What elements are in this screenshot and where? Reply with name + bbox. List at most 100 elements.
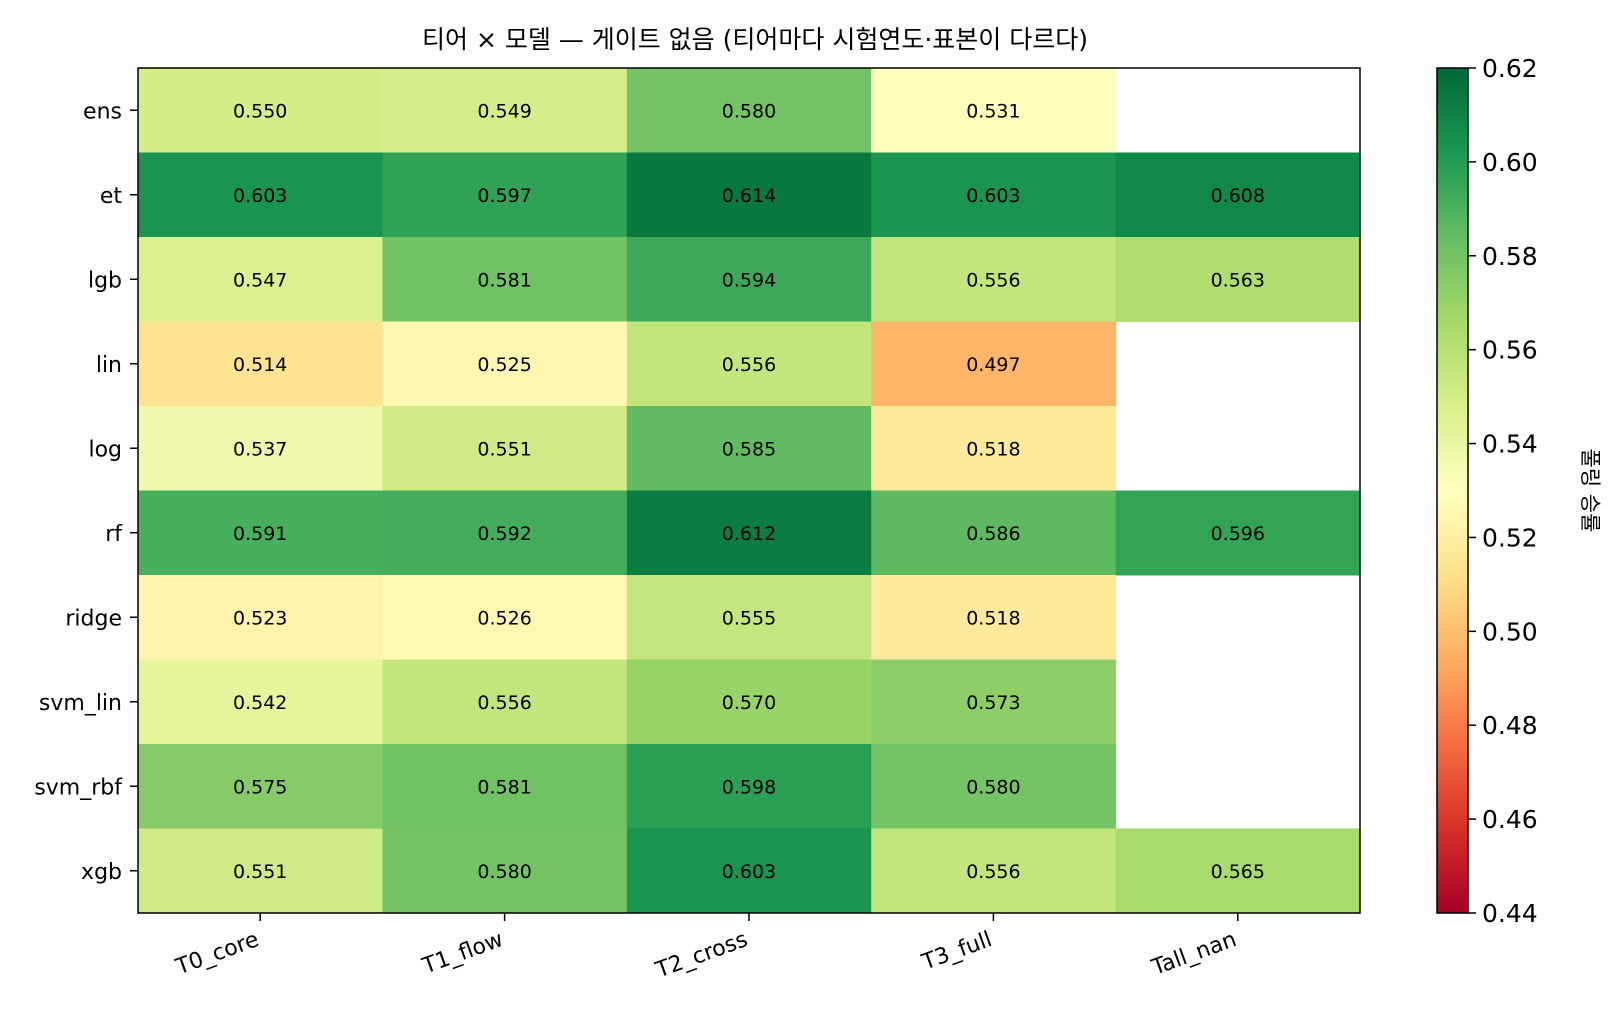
colorbar-tick-label: 0.50	[1482, 617, 1538, 646]
cell-value-label: 0.598	[722, 776, 776, 798]
y-tick-label: lin	[96, 353, 122, 378]
heatmap-cell	[626, 321, 872, 407]
cell-value-label: 0.575	[233, 776, 287, 798]
cell-value-label: 0.586	[966, 523, 1020, 545]
x-tick-label: T2_cross	[652, 927, 751, 983]
cell-value-label: 0.549	[477, 100, 531, 122]
y-tick-label: svm_rbf	[34, 775, 123, 800]
colorbar-tick-label: 0.54	[1482, 430, 1538, 459]
heatmap-cell	[626, 406, 872, 491]
heatmap-cell	[382, 237, 628, 322]
cell-value-label: 0.551	[233, 861, 287, 883]
cell-value-label: 0.573	[966, 692, 1020, 714]
y-tick-label: ens	[83, 99, 122, 124]
heatmap-cell	[871, 828, 1117, 914]
heatmap-cell	[871, 152, 1117, 238]
heatmap-cell	[626, 744, 872, 829]
cell-value-label: 0.603	[966, 185, 1020, 207]
chart-title: 티어 × 모델 — 게이트 없음 (티어마다 시험연도·표본이 다르다)	[422, 25, 1088, 54]
cell-value-label: 0.603	[722, 861, 776, 883]
heatmap-cell-labels: 0.550 0.549 0.580 0.531 0.603 0.597 0.614 0.603…	[233, 100, 1265, 883]
colorbar-tick-label: 0.56	[1482, 336, 1538, 365]
cell-value-label: 0.603	[233, 185, 287, 207]
heatmap-cell	[138, 237, 383, 322]
cell-value-label: 0.614	[722, 185, 776, 207]
cell-value-label: 0.594	[722, 269, 776, 291]
cell-value-label: 0.555	[722, 607, 776, 629]
heatmap-cell	[138, 828, 383, 914]
heatmap-cell	[626, 659, 872, 745]
heatmap-cells	[138, 68, 1361, 914]
colorbar-tick-label: 0.44	[1482, 899, 1538, 928]
heatmap-cell	[871, 744, 1117, 829]
x-tick-label: T0_core	[172, 927, 262, 980]
heatmap-cell	[871, 575, 1117, 660]
heatmap-cell	[138, 152, 383, 238]
cell-value-label: 0.550	[233, 100, 287, 122]
heatmap-cell	[871, 237, 1117, 322]
cell-value-label: 0.597	[477, 185, 531, 207]
cell-value-label: 0.525	[477, 354, 531, 376]
cell-value-label: 0.585	[722, 438, 776, 460]
x-tick-label: T3_full	[918, 927, 995, 976]
cell-value-label: 0.570	[722, 692, 776, 714]
cell-value-label: 0.556	[966, 861, 1020, 883]
heatmap-cell	[138, 575, 383, 660]
y-tick-label: ridge	[65, 606, 122, 631]
colorbar-tick-label: 0.62	[1482, 54, 1538, 83]
heatmap-cell	[138, 659, 383, 745]
heatmap-cell	[382, 828, 628, 914]
cell-value-label: 0.581	[477, 776, 531, 798]
x-tick-label: Tall_nan	[1148, 927, 1240, 981]
cell-value-label: 0.542	[233, 692, 287, 714]
colorbar-tick-label: 0.60	[1482, 148, 1538, 177]
heatmap-cell	[138, 744, 383, 829]
x-axis: T0_core T1_flow T2_cross T3_full Tall_nan	[172, 913, 1240, 984]
heatmap-cell	[626, 490, 872, 576]
colorbar-tick-label: 0.58	[1482, 242, 1538, 271]
colorbar-tick-label: 0.48	[1482, 711, 1538, 740]
heatmap-cell	[382, 744, 628, 829]
y-tick-label: svm_lin	[39, 691, 122, 716]
cell-value-label: 0.551	[477, 438, 531, 460]
heatmap-cell	[382, 406, 628, 491]
colorbar-label: 풀링 승률	[1578, 449, 1602, 533]
heatmap-cell	[1115, 237, 1361, 322]
cell-value-label: 0.523	[233, 607, 287, 629]
colorbar-tick-label: 0.52	[1482, 523, 1538, 552]
cell-value-label: 0.580	[966, 776, 1020, 798]
heatmap-cell	[1115, 490, 1361, 576]
cell-value-label: 0.556	[966, 269, 1020, 291]
heatmap-cell	[138, 68, 383, 153]
cell-value-label: 0.526	[477, 607, 531, 629]
heatmap-cell	[626, 575, 872, 660]
cell-value-label: 0.591	[233, 523, 287, 545]
heatmap-cell	[626, 237, 872, 322]
cell-value-label: 0.556	[722, 354, 776, 376]
colorbar	[1436, 67, 1469, 914]
cell-value-label: 0.531	[966, 100, 1020, 122]
heatmap-cell	[382, 321, 628, 407]
cell-value-label: 0.612	[722, 523, 776, 545]
cell-value-label: 0.580	[722, 100, 776, 122]
cell-value-label: 0.556	[477, 692, 531, 714]
colorbar-axis: 0.44 0.46 0.48 0.50 0.52 0.54 0.56 0.58 0.60 0.62	[1468, 54, 1538, 928]
cell-value-label: 0.537	[233, 438, 287, 460]
x-tick-label: T1_flow	[418, 927, 506, 979]
cell-value-label: 0.596	[1211, 523, 1265, 545]
cell-value-label: 0.547	[233, 269, 287, 291]
heatmap-cell	[626, 828, 872, 914]
cell-value-label: 0.518	[966, 607, 1020, 629]
heatmap-cell	[871, 659, 1117, 745]
heatmap-cell	[871, 406, 1117, 491]
heatmap-cell	[382, 490, 628, 576]
heatmap-cell	[382, 68, 628, 153]
heatmap-cell	[382, 659, 628, 745]
heatmap-cell	[138, 490, 383, 576]
cell-value-label: 0.518	[966, 438, 1020, 460]
heatmap-cell	[1115, 152, 1361, 238]
colorbar-tick-label: 0.46	[1482, 805, 1538, 834]
heatmap-cell	[138, 321, 383, 407]
y-tick-label: xgb	[81, 860, 122, 885]
